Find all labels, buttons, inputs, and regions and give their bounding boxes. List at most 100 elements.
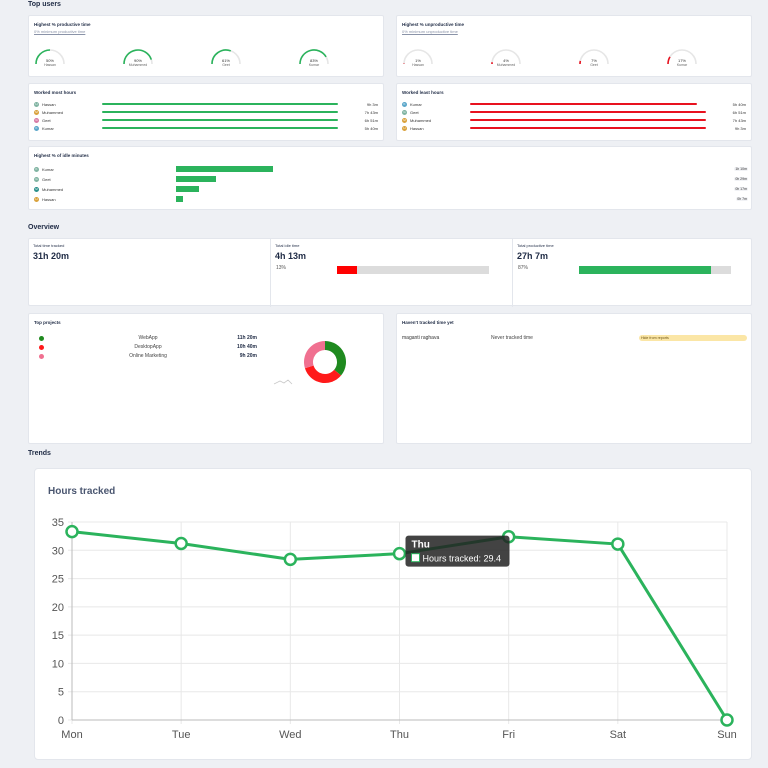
user-name: Muhammed [42,109,64,115]
least-hours-title: Worked least hours [402,90,444,95]
gauge-muhammed: 4% Muhammed [489,47,523,71]
gauge-pct: 4% [503,58,509,63]
user-name: Muhammed [42,186,64,192]
idle-time-value: 4h 13m [275,251,307,261]
user-name: Hassan [42,196,56,202]
productive-subtitle[interactable]: 0% minimum productive time [34,29,86,34]
y-tick-label: 10 [52,658,64,670]
y-tick-label: 35 [52,517,64,529]
chart-title: Hours tracked [48,486,116,497]
top-projects-card: Top projects WebApp 11h 20m DesktopApp 10h … [28,313,384,444]
chart-placeholder-icon [273,379,293,385]
productive-progress-track [579,266,731,274]
idle-time-pct: 13% [276,265,287,271]
productive-card: Highest % productive time 0% minimum pro… [28,15,384,77]
gauge-hassan: 50% Hassan [33,47,67,71]
project-name: Online Marketing [129,353,167,359]
hours-bar [102,127,338,129]
gauge-user-name: Muhammed [128,62,148,67]
donut-slice-webapp[interactable] [325,341,346,376]
unproductive-subtitle[interactable]: 0% minimum unproductive time [402,29,458,34]
idle-value: 0h 29m [734,176,748,181]
hours-bar [470,127,706,129]
x-tick-label: Wed [279,729,301,741]
productive-time-label: Total productive time [517,243,554,248]
user-avatar: M [402,117,407,123]
hours-value: 5h 40m [364,125,378,131]
x-tick-label: Sun [717,729,737,741]
data-point-sat[interactable] [611,537,625,551]
user-name: Geet [42,176,51,182]
user-avatar: K [34,125,39,131]
data-point-mon[interactable] [65,524,79,539]
unproductive-card: Highest % unproductive time 0% minimum u… [396,15,752,77]
project-name: WebApp [138,335,158,341]
hours-value: 7h 43m [364,109,378,115]
gauge-user-name: Muhammed [496,62,516,67]
user-row: G Geet 6h 51m [34,117,380,123]
gauge-pct: 90% [133,58,142,63]
hours-value: 7h 43m [732,117,746,123]
hide-from-reports-button[interactable]: Hide from reports [639,335,747,341]
gauge-arc [211,49,232,65]
donut-slice-desktopapp[interactable] [304,365,342,383]
hours-value: 5h 40m [732,101,746,107]
data-point-tue[interactable] [174,536,188,551]
user-name: Hassan [410,125,424,131]
project-row: Online Marketing 9h 20m [39,352,257,360]
tooltip-swatch [411,553,420,563]
tooltip-label: Hours tracked: 29.4 [423,554,502,564]
user-avatar: G [402,109,407,115]
productive-time-value: 27h 7m [517,251,549,261]
y-tick-label: 20 [52,602,64,614]
productive-progress-fill [579,266,712,274]
not-tracked-status: Never tracked time [491,335,533,341]
gauge-geet: 7% Geet [577,47,611,71]
idle-time-panel: Total idle time 4h 13m 13% [271,239,513,307]
user-row: M Muhammed 7h 43m [34,109,380,115]
user-avatar: H [402,125,407,131]
idle-time-label: Total idle time [275,243,300,248]
gauge-muhammed: 90% Muhammed [121,47,155,71]
idle-bar [176,185,199,192]
y-tick-label: 15 [52,630,64,642]
user-name: Geet [42,117,51,123]
least-hours-card: Worked least hours K Kumar 5h 40m G Geet 6h 5… [396,83,752,141]
idle-progress-track [337,266,489,274]
hours-bar [470,111,706,113]
x-tick-label: Tue [172,729,191,741]
hours-value: 9h 3m [366,101,378,107]
y-tick-label: 25 [52,574,64,586]
idle-progress-fill [337,266,357,274]
idle-user-row: H Hassan 0h 7m [34,195,748,202]
unproductive-title: Highest % unproductive time [402,22,465,27]
data-point-wed[interactable] [283,552,298,567]
total-tracked-value: 31h 20m [33,251,70,261]
gauge-user-name: Kumar [676,62,688,67]
hours-bar [470,103,697,105]
hours-value: 9h 3m [734,125,746,131]
gauge-kumar: 17% Kumar [665,47,699,71]
data-point-sun[interactable] [720,713,734,727]
user-row: H Hassan 9h 3m [34,101,380,107]
project-hours: 11h 20m [237,335,257,341]
hours-value: 6h 51m [364,117,378,123]
user-avatar: K [34,166,39,172]
not-tracked-card: Haven't tracked time yet maganti raghava… [396,313,752,444]
idle-user-row: M Muhammed 0h 17m [34,185,748,192]
most-hours-card: Worked most hours H Hassan 9h 3m M Muhammed 7… [28,83,384,141]
gauge-arc [123,49,153,65]
projects-donut-chart [304,341,346,383]
gauge-pct: 83% [309,58,318,63]
user-avatar: G [34,117,39,123]
idle-bar [176,175,216,182]
idle-title: Highest % of idle minutes [34,153,89,158]
user-name: Hassan [42,101,56,107]
data-point-thu[interactable] [392,546,407,561]
project-hours: 10h 40m [236,344,257,350]
hours-tracked-chart[interactable]: 0 5 10 15 20 25 30 35 Mon Tue Wed Thu Fri Sat Sun Thu Ho… [35,469,753,761]
donut-slice-online-marketing[interactable] [304,341,325,369]
idle-bar [176,165,273,172]
idle-bar [176,195,183,202]
x-tick-label: Thu [390,729,409,741]
